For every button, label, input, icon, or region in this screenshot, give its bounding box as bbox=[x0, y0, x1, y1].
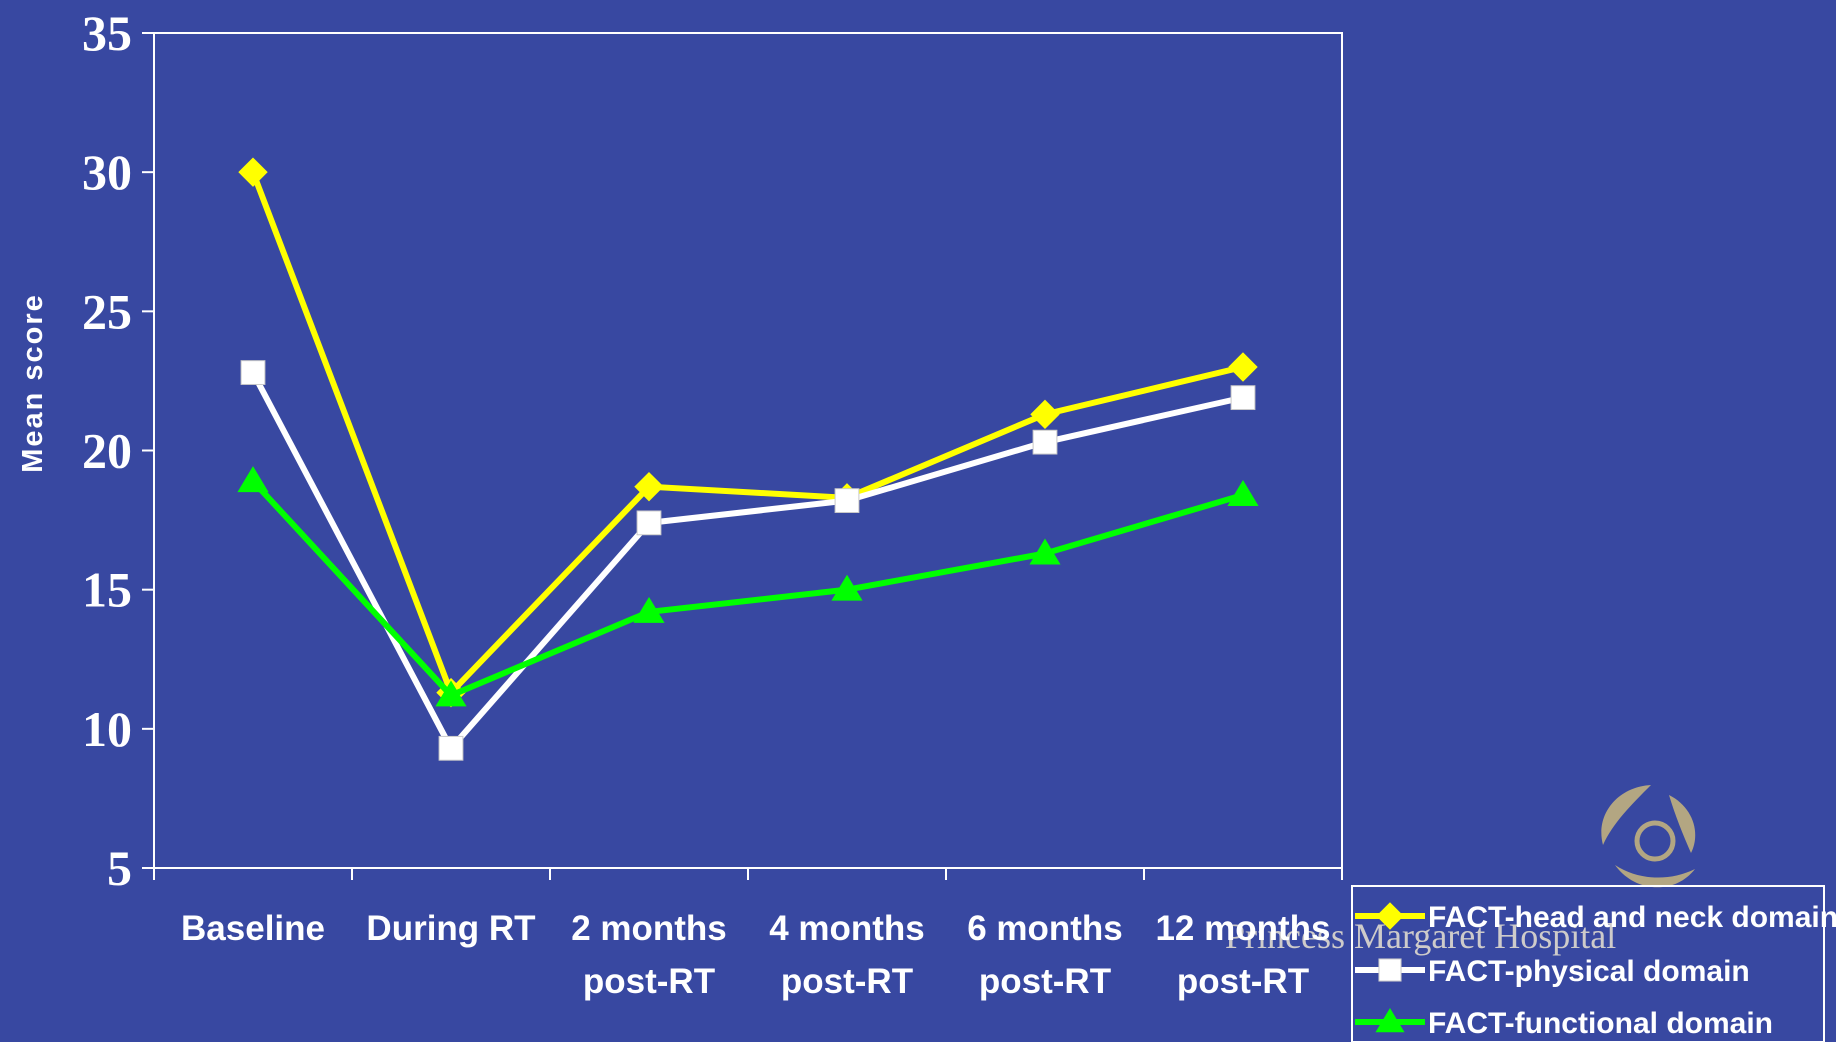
data-point-diamond bbox=[1030, 399, 1060, 430]
legend-label: FACT-functional domain bbox=[1428, 1007, 1773, 1040]
data-point-square bbox=[636, 510, 662, 536]
series-square bbox=[240, 360, 1256, 761]
x-tick-label-line: 12 months bbox=[1155, 909, 1330, 948]
data-point-square bbox=[834, 488, 860, 514]
x-tick-label: 4 months post-RT bbox=[769, 909, 925, 1001]
legend-marker-diamond bbox=[1376, 902, 1404, 930]
y-tick-label: 15 bbox=[82, 562, 132, 618]
x-tick-label-line: 6 months bbox=[967, 909, 1123, 948]
legend-marker-triangle bbox=[1375, 1008, 1405, 1033]
series-diamond bbox=[238, 157, 1258, 708]
x-tick-label: During RT bbox=[366, 909, 535, 948]
data-point-triangle bbox=[1227, 480, 1259, 507]
data-point-square bbox=[1230, 385, 1256, 411]
legend-box bbox=[1351, 885, 1825, 1042]
x-tick-label-line: post-RT bbox=[781, 962, 913, 1001]
series-line bbox=[250, 479, 1244, 700]
y-tick-label: 30 bbox=[82, 144, 132, 200]
series-line bbox=[250, 371, 1244, 754]
data-point-triangle bbox=[1029, 538, 1061, 565]
y-tick-label: 5 bbox=[107, 840, 132, 896]
x-tick-label-line: During RT bbox=[366, 909, 535, 948]
x-tick-label: 2 months post-RT bbox=[571, 909, 727, 1001]
legend-marker-square bbox=[1378, 958, 1402, 982]
legend-label: FACT-physical domain bbox=[1428, 955, 1750, 988]
data-point-triangle bbox=[633, 596, 665, 623]
x-tick-label-line: post-RT bbox=[1177, 962, 1309, 1001]
series-triangle bbox=[237, 466, 1259, 707]
legend-item: FACT-functional domain bbox=[1355, 1007, 1773, 1040]
x-tick-label: 12 months post-RT bbox=[1155, 909, 1330, 1001]
axes: 5 10 15 20 25 30 35 Baseline During RT 2 months po… bbox=[17, 5, 1343, 1001]
y-tick-label: 20 bbox=[82, 423, 132, 479]
data-point-diamond bbox=[238, 157, 268, 187]
data-point-triangle bbox=[237, 466, 269, 493]
data-point-square bbox=[1032, 429, 1058, 455]
x-tick-label-line: Baseline bbox=[181, 909, 325, 948]
y-tick-label: 35 bbox=[82, 5, 132, 61]
legend-label: FACT-head and neck domain bbox=[1428, 901, 1836, 934]
princess-margaret-hospital-logo bbox=[1601, 785, 1696, 888]
legend-item: FACT-physical domain bbox=[1355, 955, 1750, 988]
x-tick-label: 6 months post-RT bbox=[967, 909, 1123, 1001]
x-tick-label-line: post-RT bbox=[979, 962, 1111, 1001]
y-tick-label: 10 bbox=[82, 701, 132, 757]
series-layer bbox=[237, 157, 1259, 761]
y-tick-label: 25 bbox=[82, 283, 132, 339]
x-tick-label-line: post-RT bbox=[583, 962, 715, 1001]
x-tick-label-line: 4 months bbox=[769, 909, 925, 948]
x-tick-label-line: 2 months bbox=[571, 909, 727, 948]
data-point-square bbox=[240, 360, 266, 385]
data-point-square bbox=[438, 735, 464, 761]
y-axis-label: Mean score bbox=[17, 293, 49, 473]
data-point-triangle bbox=[831, 574, 863, 601]
x-tick-label: Baseline bbox=[181, 909, 325, 948]
data-point-diamond bbox=[634, 471, 664, 502]
legend: FACT-head and neck domain FACT-physical d… bbox=[1351, 885, 1836, 1042]
data-point-triangle bbox=[435, 680, 467, 707]
watermark-text: Princess Margaret Hospital bbox=[1225, 916, 1616, 956]
legend-item: FACT-head and neck domain bbox=[1355, 901, 1836, 934]
plot-area bbox=[153, 32, 1343, 869]
series-line bbox=[250, 171, 1244, 699]
data-point-diamond bbox=[1228, 352, 1258, 382]
